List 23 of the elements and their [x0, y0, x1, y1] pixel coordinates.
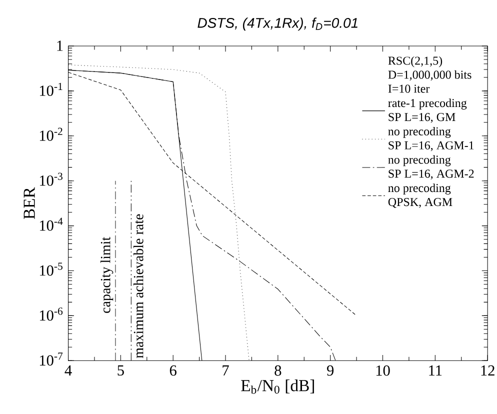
x-tick-label: 9 — [327, 365, 334, 376]
y-tick-label: 10$^{-6}$ — [40, 308, 63, 321]
x-tick-label: 8 — [274, 365, 282, 376]
y-axis-title: BER — [24, 187, 35, 220]
y-tick-label: 10$^{-3}$ — [40, 172, 62, 186]
ref-line-label: maximum achievable rate — [133, 214, 144, 358]
x-tick-label: 10 — [376, 365, 390, 376]
y-tick-label: 10$^{-5}$ — [40, 262, 62, 276]
x-tick-label: 7 — [222, 365, 229, 376]
y-tick-label: 10$^{-1}$ — [40, 82, 62, 96]
x-axis-title: E$_{b}$/N$_{0}$ [dB] — [241, 380, 314, 394]
y-tick-label: 10$^{-4}$ — [40, 218, 63, 231]
x-tick-label: 5 — [118, 365, 124, 376]
y-tick-label: 10$^{-7}$ — [40, 352, 63, 366]
y-tick-label: 1 — [57, 40, 63, 51]
x-tick-label: 11 — [429, 365, 442, 376]
x-tick-label: 12 — [481, 365, 494, 376]
x-tick-label: 4 — [64, 365, 72, 376]
x-tick-label: 6 — [170, 365, 176, 376]
y-tick-label: 10$^{-2}$ — [40, 128, 62, 141]
legend-label: no precoding QPSK, AGM — [388, 184, 452, 208]
chart-title: DSTS, (4Tx,1Rx), f$_{D}$=0.01 — [198, 18, 358, 31]
ref-line-label: capacity limit — [100, 236, 114, 313]
